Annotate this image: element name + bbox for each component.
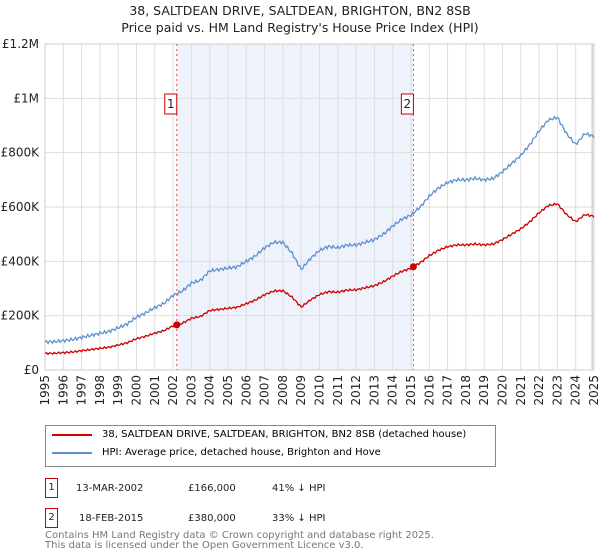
x-tick-label: 2001: [148, 375, 162, 406]
x-tick-label: 2017: [441, 375, 455, 406]
legend: 38, SALTDEAN DRIVE, SALTDEAN, BRIGHTON, …: [45, 425, 496, 467]
plot-area: 1995 1996 1997 1998 1999 2000 2001 2002 2003 2004…: [1, 37, 600, 406]
hpi-line: [44, 115, 595, 345]
x-tick-label: 2005: [221, 375, 235, 406]
x-tick-label: 2008: [276, 375, 290, 406]
x-tick-label: 2022: [532, 375, 546, 406]
chart-title: 38, SALTDEAN DRIVE, SALTDEAN, BRIGHTON, …: [129, 3, 471, 18]
y-tick-label: £600K: [1, 200, 41, 214]
x-tick-label: 1999: [111, 375, 125, 406]
legend-label-property: 38, SALTDEAN DRIVE, SALTDEAN, BRIGHTON, …: [102, 429, 467, 440]
x-tick-label: 1997: [75, 375, 89, 406]
footer-licence: This data is licensed under the Open Gov…: [45, 540, 364, 551]
x-tick-label: 1998: [93, 375, 107, 406]
x-tick-label: 1996: [56, 375, 70, 406]
legend-red-line: [52, 433, 92, 436]
x-tick-label: 2014: [386, 375, 400, 406]
transaction-date: 13-MAR-2002: [76, 483, 144, 494]
y-tick-label: £200K: [1, 309, 41, 323]
x-tick-label: 2013: [367, 375, 381, 406]
x-tick-label: 2024: [569, 375, 583, 406]
x-tick-label: 2003: [184, 375, 198, 406]
chart-subtitle: Price paid vs. HM Land Registry's House …: [121, 20, 479, 35]
transaction-badge: 2: [45, 508, 58, 528]
transaction-hpi: 41% ↓ HPI: [272, 483, 326, 494]
transaction-hpi: 33% ↓ HPI: [272, 513, 326, 524]
legend-label-hpi: HPI: Average price, detached house, Brig…: [102, 447, 381, 458]
transaction-price: £380,000: [188, 513, 236, 524]
x-tick-label: 2021: [514, 375, 528, 406]
legend-blue-line: [52, 451, 92, 454]
transaction-label-box: [164, 93, 178, 115]
y-tick-label: £0: [24, 363, 39, 377]
transaction-badge: 1: [45, 478, 58, 498]
transaction-label: 1: [167, 97, 175, 111]
y-tick-label: £800K: [1, 146, 41, 160]
y-tick-label: £1M: [13, 91, 39, 105]
x-tick-label: 2023: [550, 375, 564, 406]
transaction-point: [409, 263, 417, 271]
transaction-date: 18-FEB-2015: [79, 513, 144, 524]
x-tick-label: 2025: [587, 375, 600, 406]
x-tick-label: 1995: [38, 375, 52, 406]
x-tick-label: 2000: [130, 375, 144, 406]
x-tick-label: 2020: [496, 375, 510, 406]
y-tick-label: £400K: [1, 254, 41, 268]
footer-copyright: Contains HM Land Registry data © Crown c…: [45, 530, 434, 541]
transaction-label: 2: [404, 97, 412, 111]
property-line: [44, 202, 595, 356]
x-tick-label: 2006: [239, 375, 253, 406]
x-tick-label: 2007: [258, 375, 272, 406]
x-tick-label: 2010: [313, 375, 327, 406]
x-tick-label: 2015: [404, 375, 418, 406]
y-tick-label: £1.2M: [2, 37, 39, 51]
x-tick-label: 2018: [459, 375, 473, 406]
x-tick-label: 2012: [349, 375, 363, 406]
plot-border: [44, 43, 595, 371]
x-tick-label: 2009: [294, 375, 308, 406]
transaction-label-box: [400, 93, 414, 115]
transaction-point: [173, 321, 181, 329]
x-tick-label: 2004: [203, 375, 217, 406]
transaction-price: £166,000: [188, 483, 236, 494]
footer: Contains HM Land Registry data © Crown c…: [45, 531, 434, 551]
x-tick-label: 2016: [422, 375, 436, 406]
x-tick-label: 2002: [166, 375, 180, 406]
x-tick-label: 2019: [477, 375, 491, 406]
x-tick-label: 2011: [331, 375, 345, 406]
